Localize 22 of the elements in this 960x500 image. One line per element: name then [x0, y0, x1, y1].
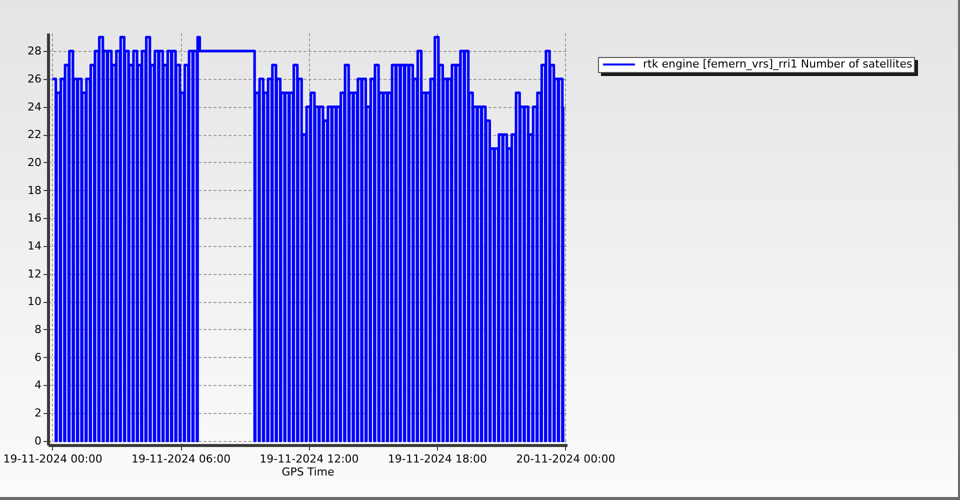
- x-axis-title: GPS Time: [282, 466, 335, 478]
- y-tick-label: 22: [28, 128, 42, 142]
- x-tick-label: 19-11-2024 00:00: [3, 452, 102, 466]
- y-tick-label: 0: [34, 434, 42, 448]
- y-tick-label: 24: [28, 100, 42, 114]
- x-tick-label: 19-11-2024 18:00: [388, 452, 488, 466]
- y-tick-label: 16: [28, 212, 42, 225]
- y-tick-label: 28: [28, 44, 42, 58]
- y-tick-label: 20: [28, 156, 42, 169]
- x-tick-label: 19-11-2024 12:00: [260, 452, 359, 466]
- legend-label: rtk engine [femern_vrs]_rri1 Number of satellites: [643, 58, 912, 70]
- x-tick-label: 19-11-2024 06:00: [131, 452, 231, 466]
- y-tick-label: 26: [28, 72, 42, 86]
- y-tick-label: 2: [34, 406, 42, 420]
- y-tick-label: 8: [34, 322, 42, 336]
- y-tick-label: 10: [28, 295, 42, 308]
- y-tick-label: 14: [28, 239, 42, 252]
- x-tick-label: 20-11-2024 00:00: [516, 452, 616, 466]
- y-tick-label: 6: [34, 350, 42, 364]
- y-tick-label: 12: [28, 267, 42, 280]
- y-tick-label: 4: [34, 378, 42, 392]
- y-tick-label: 18: [28, 184, 42, 197]
